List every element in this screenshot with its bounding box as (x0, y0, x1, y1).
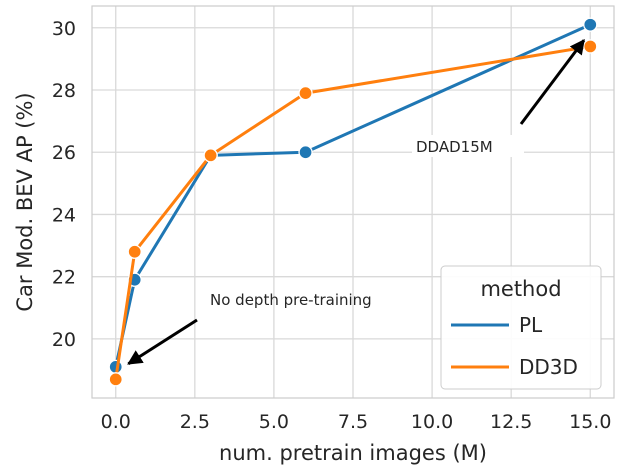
legend-dd3d-label: DD3D (519, 355, 578, 379)
y-tick-label: 24 (52, 204, 76, 226)
y-tick-label: 30 (52, 18, 76, 40)
series-point-dd3d (108, 372, 123, 387)
annotations: No depth pre-training DDAD15M (127, 39, 586, 366)
series-point-dd3d (583, 39, 598, 54)
y-tick-label: 22 (52, 267, 76, 289)
x-tick-label: 15.0 (569, 411, 611, 433)
x-tick-label: 2.5 (180, 411, 210, 433)
legend-title: method (480, 277, 561, 301)
grid (92, 6, 614, 398)
y-tick-label: 28 (52, 80, 76, 102)
legend-pl-label: PL (519, 313, 543, 337)
legend: method PL DD3D (440, 265, 602, 390)
series-point-dd3d (203, 148, 218, 163)
legend-box (440, 265, 602, 390)
y-tick-label: 20 (52, 329, 76, 351)
y-tick-labels: 20 22 24 26 28 30 (52, 18, 76, 351)
x-tick-label: 12.5 (490, 411, 532, 433)
x-tick-label: 5.0 (259, 411, 289, 433)
x-tick-label: 0.0 (101, 411, 131, 433)
series-point-pl (298, 145, 313, 160)
annotation-text-no-depth: No depth pre-training (210, 291, 372, 309)
x-tick-labels: 0.0 2.5 5.0 7.5 10.0 12.5 15.0 (101, 411, 612, 433)
series-point-dd3d (298, 85, 313, 101)
x-tick-label: 7.5 (338, 411, 368, 433)
series-point-dd3d (127, 244, 142, 259)
annotation-arrow-no-depth (127, 318, 198, 366)
series-layer (108, 17, 598, 387)
y-axis-label: Car Mod. BEV AP (%) (13, 92, 37, 311)
x-tick-label: 10.0 (411, 411, 453, 433)
annotation-text-ddad15m: DDAD15M (416, 138, 493, 156)
annotation-arrow-ddad15m (519, 39, 586, 125)
y-tick-label: 26 (52, 142, 76, 164)
series-point-pl (583, 17, 598, 32)
annotation-label-bg (412, 135, 524, 157)
plot-frame (91, 5, 615, 399)
x-axis-label: num. pretrain images (M) (219, 441, 487, 465)
